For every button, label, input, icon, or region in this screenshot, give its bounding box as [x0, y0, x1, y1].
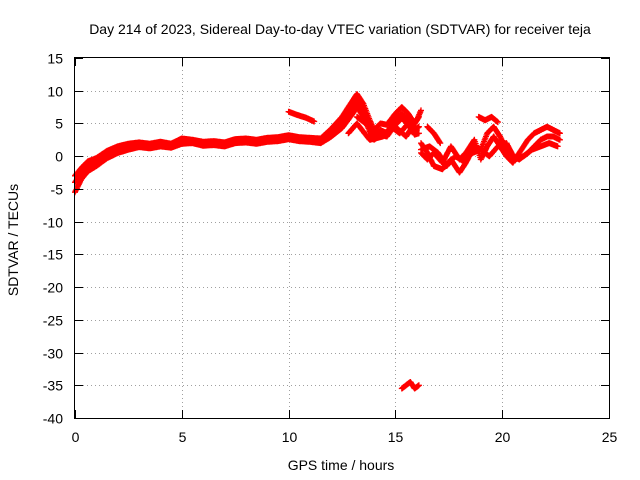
data-point-track — [285, 108, 318, 125]
y-tick-label: -35 — [43, 378, 63, 394]
x-tick-label: 25 — [602, 429, 618, 445]
y-tick-label: 10 — [47, 84, 63, 100]
data-point-track — [424, 123, 444, 147]
y-tick-label: -30 — [43, 346, 63, 362]
data-point-track — [345, 107, 424, 143]
y-tick-label: 0 — [55, 149, 63, 165]
y-tick-label: -5 — [51, 182, 64, 198]
y-tick-label: -25 — [43, 313, 63, 329]
x-tick-label: 20 — [495, 429, 511, 445]
x-tick-label: 15 — [388, 429, 404, 445]
x-tick-label: 0 — [72, 429, 80, 445]
plot-frame — [74, 57, 610, 419]
gridlines — [75, 58, 609, 418]
chart-title: Day 214 of 2023, Sidereal Day-to-day VTE… — [89, 21, 591, 37]
y-axis-label: SDTVAR / TECUs — [5, 184, 21, 296]
x-axis-label: GPS time / hours — [288, 457, 395, 473]
x-tick-label: 10 — [282, 429, 298, 445]
data-point-track — [398, 379, 422, 392]
x-tick-label: 5 — [179, 429, 187, 445]
y-tick-label: 15 — [47, 51, 63, 67]
y-tick-label: -10 — [43, 215, 63, 231]
y-tick-label: -20 — [43, 280, 63, 296]
y-tick-label: 5 — [55, 116, 63, 132]
data-point-track — [475, 113, 501, 126]
y-axis-ticks: 15 10 5 0 -5 -10 -15 -20 -25 -30 -35 -40 — [43, 51, 609, 427]
data-point-track — [418, 140, 561, 169]
x-axis-ticks: 0 5 10 15 20 25 — [72, 58, 618, 445]
y-tick-label: -40 — [43, 411, 63, 427]
y-tick-label: -15 — [43, 247, 63, 263]
